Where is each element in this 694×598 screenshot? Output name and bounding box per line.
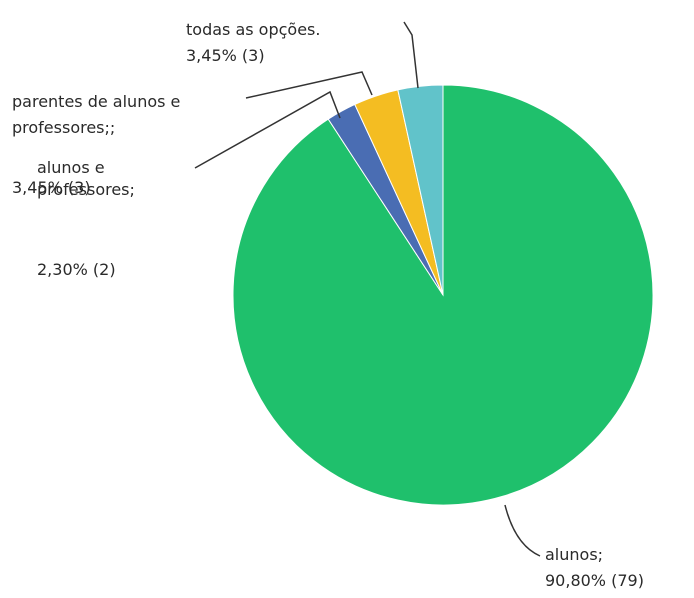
category-label: alunos e professores; bbox=[37, 158, 135, 199]
label: todas as opções. 3,45% (3) bbox=[186, 17, 320, 69]
category-label: todas as opções. bbox=[186, 20, 321, 39]
slices bbox=[232, 84, 654, 506]
value-label: 3,45% (3) bbox=[186, 46, 265, 65]
category-label: alunos; bbox=[545, 545, 604, 564]
slice bbox=[397, 84, 444, 296]
category-label: parentes de alunos e professores;; bbox=[12, 92, 181, 137]
leader-line bbox=[504, 504, 541, 557]
label: alunos; 90,80% (79) bbox=[545, 542, 644, 594]
value-label: 2,30% (2) bbox=[37, 260, 116, 279]
leader-line bbox=[245, 71, 373, 99]
value-label: 90,80% (79) bbox=[545, 571, 644, 590]
leader-line bbox=[403, 21, 419, 89]
value-label: 3,45% (3) bbox=[12, 178, 91, 197]
leader-line bbox=[194, 90, 341, 169]
